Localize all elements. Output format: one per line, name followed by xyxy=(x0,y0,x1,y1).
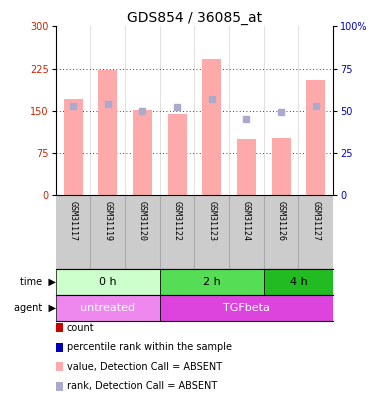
Bar xyxy=(202,59,221,195)
Bar xyxy=(160,269,264,295)
Bar xyxy=(237,139,256,195)
Text: agent  ▶: agent ▶ xyxy=(14,303,56,313)
Text: GSM31119: GSM31119 xyxy=(103,201,112,241)
Bar xyxy=(160,295,333,321)
Bar xyxy=(167,114,187,195)
Bar xyxy=(64,100,83,195)
Text: count: count xyxy=(67,323,94,333)
Text: GSM31122: GSM31122 xyxy=(172,201,182,241)
Text: GSM31127: GSM31127 xyxy=(311,201,320,241)
Text: GSM31126: GSM31126 xyxy=(276,201,286,241)
Title: GDS854 / 36085_at: GDS854 / 36085_at xyxy=(127,11,262,25)
Bar xyxy=(56,295,160,321)
Bar xyxy=(264,269,333,295)
Text: percentile rank within the sample: percentile rank within the sample xyxy=(67,342,232,352)
Text: 0 h: 0 h xyxy=(99,277,117,287)
Text: 4 h: 4 h xyxy=(290,277,307,287)
Text: GSM31124: GSM31124 xyxy=(242,201,251,241)
Text: time  ▶: time ▶ xyxy=(20,277,56,287)
Bar xyxy=(56,269,160,295)
Text: rank, Detection Call = ABSENT: rank, Detection Call = ABSENT xyxy=(67,381,217,391)
Bar xyxy=(133,110,152,195)
Bar xyxy=(98,70,117,195)
Text: GSM31120: GSM31120 xyxy=(138,201,147,241)
Text: untreated: untreated xyxy=(80,303,136,313)
Text: TGFbeta: TGFbeta xyxy=(223,303,270,313)
Text: value, Detection Call = ABSENT: value, Detection Call = ABSENT xyxy=(67,362,222,372)
Bar xyxy=(306,80,325,195)
Text: GSM31123: GSM31123 xyxy=(207,201,216,241)
Text: GSM31117: GSM31117 xyxy=(69,201,78,241)
Text: 2 h: 2 h xyxy=(203,277,221,287)
Bar xyxy=(271,138,291,195)
